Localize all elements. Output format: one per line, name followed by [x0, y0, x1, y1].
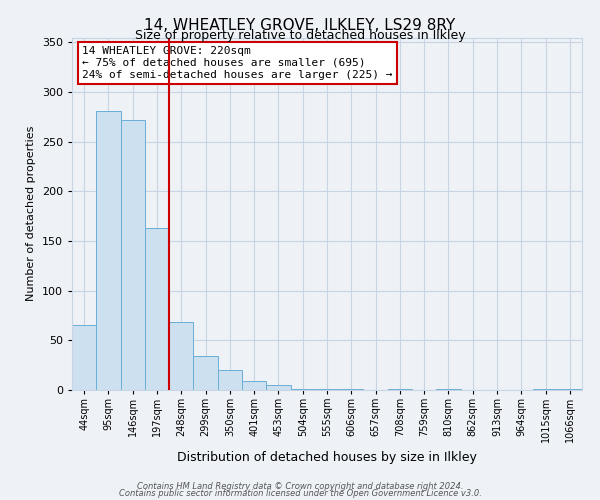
Bar	[145, 228, 169, 390]
X-axis label: Distribution of detached houses by size in Ilkley: Distribution of detached houses by size …	[177, 450, 477, 464]
Text: 14 WHEATLEY GROVE: 220sqm
← 75% of detached houses are smaller (695)
24% of semi: 14 WHEATLEY GROVE: 220sqm ← 75% of detac…	[82, 46, 392, 80]
Bar	[388, 389, 412, 390]
Bar	[436, 389, 461, 390]
Bar	[242, 381, 266, 390]
Text: Contains HM Land Registry data © Crown copyright and database right 2024.: Contains HM Land Registry data © Crown c…	[137, 482, 463, 491]
Bar	[218, 370, 242, 390]
Bar	[558, 389, 582, 390]
Bar	[72, 326, 96, 390]
Bar	[315, 389, 339, 390]
Y-axis label: Number of detached properties: Number of detached properties	[26, 126, 36, 302]
Bar	[193, 356, 218, 390]
Text: Contains public sector information licensed under the Open Government Licence v3: Contains public sector information licen…	[119, 489, 481, 498]
Bar	[339, 389, 364, 390]
Bar	[290, 389, 315, 390]
Text: 14, WHEATLEY GROVE, ILKLEY, LS29 8RY: 14, WHEATLEY GROVE, ILKLEY, LS29 8RY	[145, 18, 455, 32]
Text: Size of property relative to detached houses in Ilkley: Size of property relative to detached ho…	[134, 29, 466, 42]
Bar	[169, 322, 193, 390]
Bar	[121, 120, 145, 390]
Bar	[266, 385, 290, 390]
Bar	[96, 111, 121, 390]
Bar	[533, 389, 558, 390]
